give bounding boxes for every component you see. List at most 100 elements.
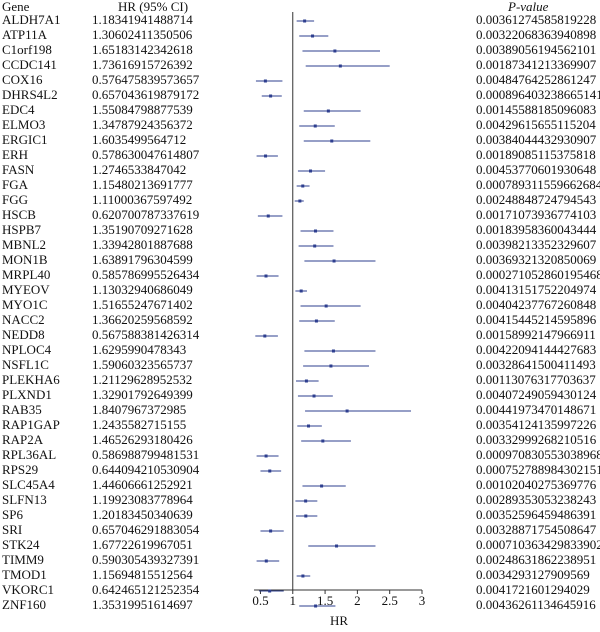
hr-label: 0.620700787337619 bbox=[92, 207, 199, 222]
gene-label: FASN bbox=[2, 162, 35, 177]
p-value-label: 0.00352596459486391 bbox=[476, 507, 596, 522]
hr-label: 0.585786995526434 bbox=[92, 267, 200, 282]
hr-point bbox=[264, 559, 268, 563]
p-value-label: 0.00415445214595896 bbox=[476, 312, 597, 327]
p-value-label: 0.00429615655115204 bbox=[476, 117, 596, 132]
p-value-label: 0.00187341213369907 bbox=[476, 57, 597, 72]
hr-label: 1.32901792649399 bbox=[92, 387, 193, 402]
gene-label: PLEKHA6 bbox=[2, 372, 60, 387]
p-value-label: 0.00158992147966911 bbox=[476, 327, 596, 342]
hr-point bbox=[314, 319, 318, 323]
hr-point bbox=[320, 484, 324, 488]
p-value-label: 0.00389056194562101 bbox=[476, 42, 596, 57]
hr-point bbox=[269, 529, 273, 533]
gene-label: RAP1GAP bbox=[2, 417, 60, 432]
p-value-label: 0.00413151752204974 bbox=[476, 282, 597, 297]
hr-label: 1.46526293180426 bbox=[92, 432, 193, 447]
hr-label: 0.644094210530904 bbox=[92, 462, 200, 477]
hr-label: 1.33942801887688 bbox=[92, 237, 193, 252]
gene-label: FGA bbox=[2, 177, 29, 192]
header-gene: Gene bbox=[2, 0, 30, 14]
hr-label: 1.20183450340639 bbox=[92, 507, 193, 522]
p-value-label: 0.00289353053238243 bbox=[476, 492, 596, 507]
gene-label: C1orf198 bbox=[2, 42, 52, 57]
hr-label: 1.2435582715155 bbox=[92, 417, 186, 432]
hr-point bbox=[338, 64, 342, 68]
gene-label: COX16 bbox=[2, 72, 43, 87]
p-value-label: 0.000271052860195468 bbox=[476, 267, 600, 282]
hr-point bbox=[309, 169, 313, 173]
hr-point bbox=[345, 409, 349, 413]
gene-label: RAP2A bbox=[2, 432, 44, 447]
gene-label: MYEOV bbox=[2, 282, 50, 297]
p-value-label: 0.00453770601930648 bbox=[476, 162, 596, 177]
hr-point bbox=[329, 364, 333, 368]
p-value-label: 0.00328871754508647 bbox=[476, 522, 597, 537]
p-value-label: 0.00328641500411493 bbox=[476, 357, 596, 372]
hr-label: 1.51655247671402 bbox=[92, 297, 193, 312]
hr-label: 1.8407967372985 bbox=[92, 402, 186, 417]
gene-label: VKORC1 bbox=[2, 582, 54, 597]
x-tick-label: 2 bbox=[354, 593, 361, 608]
gene-label: MYO1C bbox=[2, 297, 48, 312]
gene-label: TIMM9 bbox=[2, 552, 44, 567]
p-value-label: 0.0034293127909569 bbox=[476, 567, 590, 582]
hr-label: 1.13032940686049 bbox=[92, 282, 193, 297]
p-value-label: 0.000752788984302151 bbox=[476, 462, 600, 477]
hr-point bbox=[331, 349, 335, 353]
p-value-label: 0.00183958360043444 bbox=[476, 222, 597, 237]
gene-label: STK24 bbox=[2, 537, 40, 552]
hr-point bbox=[303, 19, 307, 23]
p-value-label: 0.000789311559662684 bbox=[476, 177, 600, 192]
hr-label: 1.35190709271628 bbox=[92, 222, 193, 237]
hr-label: 1.30602411350506 bbox=[92, 27, 193, 42]
p-value-label: 0.00407249059430124 bbox=[476, 387, 597, 402]
hr-label: 1.36620259568592 bbox=[92, 312, 193, 327]
x-tick-label: 2.5 bbox=[382, 593, 398, 608]
hr-label: 0.590305439327391 bbox=[92, 552, 199, 567]
hr-label: 0.578630047614807 bbox=[92, 147, 200, 162]
hr-label: 1.21129628952532 bbox=[92, 372, 192, 387]
hr-point bbox=[332, 259, 336, 263]
p-value-label: 0.00398213352329607 bbox=[476, 237, 597, 252]
hr-label: 1.55084798877539 bbox=[92, 102, 193, 117]
hr-point bbox=[333, 49, 337, 53]
gene-label: ERH bbox=[2, 147, 28, 162]
hr-point bbox=[304, 514, 308, 518]
gene-label: NPLOC4 bbox=[2, 342, 52, 357]
gene-label: CCDC141 bbox=[2, 57, 57, 72]
x-tick-label: 1.5 bbox=[317, 593, 333, 608]
gene-label: SRI bbox=[2, 522, 22, 537]
hr-point bbox=[314, 604, 318, 608]
p-value-label: 0.00484764252861247 bbox=[476, 72, 597, 87]
p-value-label: 0.00248631862238951 bbox=[476, 552, 596, 567]
gene-label: SLFN13 bbox=[2, 492, 47, 507]
gene-label: ATP11A bbox=[2, 27, 48, 42]
p-value-label: 0.00113076317703637 bbox=[476, 372, 596, 387]
hr-label: 1.44606661252921 bbox=[92, 477, 193, 492]
hr-point bbox=[313, 244, 317, 248]
gene-label: FGG bbox=[2, 192, 28, 207]
x-tick-label: 1 bbox=[290, 593, 297, 608]
gene-label: NSFL1C bbox=[2, 357, 49, 372]
hr-label: 0.657043619879172 bbox=[92, 87, 199, 102]
hr-label: 0.642465121252354 bbox=[92, 582, 200, 597]
gene-label: SP6 bbox=[2, 507, 23, 522]
p-value-label: 0.000970830553038968 bbox=[476, 447, 600, 462]
gene-label: MRPL40 bbox=[2, 267, 50, 282]
p-value-label: 0.00145588185096083 bbox=[476, 102, 596, 117]
hr-point bbox=[312, 394, 316, 398]
x-tick-label: 0.5 bbox=[252, 593, 268, 608]
hr-label: 1.67722619967051 bbox=[92, 537, 193, 552]
gene-label: ERGIC1 bbox=[2, 132, 48, 147]
gene-label: PLXND1 bbox=[2, 387, 52, 402]
p-value-label: 0.0041721601294029 bbox=[476, 582, 590, 597]
gene-label: MON1B bbox=[2, 252, 48, 267]
hr-point bbox=[264, 454, 268, 458]
p-value-label: 0.00436261134645916 bbox=[476, 597, 596, 612]
hr-point bbox=[304, 499, 308, 503]
hr-label: 1.15480213691777 bbox=[92, 177, 193, 192]
hr-point bbox=[321, 439, 325, 443]
gene-label: RPS29 bbox=[2, 462, 38, 477]
